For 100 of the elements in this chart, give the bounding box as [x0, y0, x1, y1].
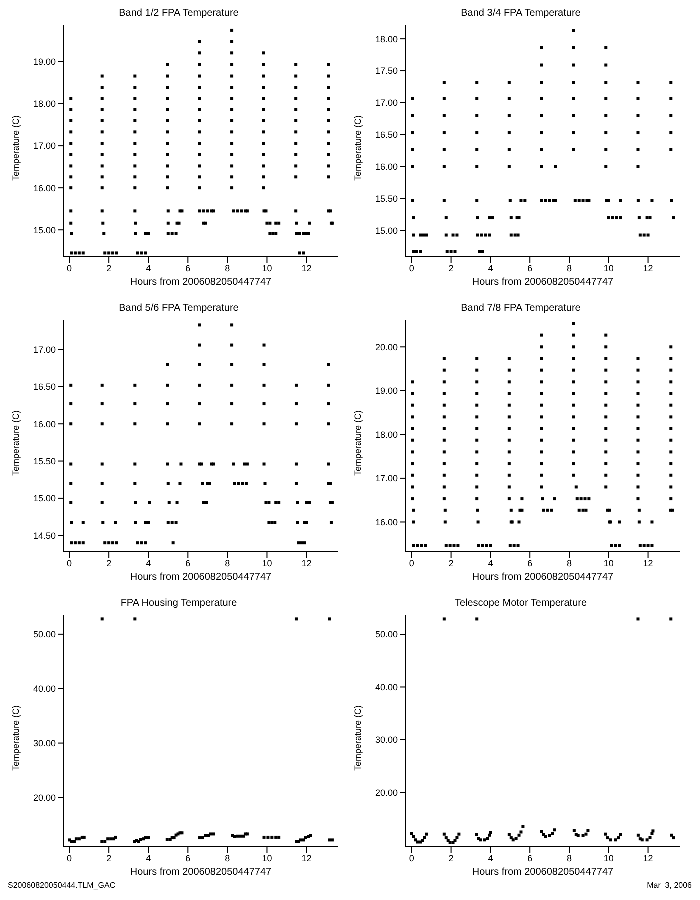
chart-title: Band 1/2 FPA Temperature [118, 8, 240, 21]
point [239, 834, 242, 838]
y-tick-label: 20.00 [375, 342, 398, 352]
y-tick-label: 18.00 [33, 99, 56, 110]
x-tick-label: 12 [643, 263, 654, 274]
y-tick-label: 14.50 [33, 530, 56, 541]
point [74, 838, 78, 841]
x-tick-label: 2 [448, 558, 454, 568]
x-tick-label: 6 [528, 263, 533, 274]
y-tick-label: 17.00 [375, 474, 398, 484]
x-tick-label: 4 [488, 263, 494, 274]
x-tick-label: 12 [302, 853, 312, 864]
point [72, 840, 76, 844]
point [106, 838, 110, 841]
y-axis-title: Temperature (C) [353, 115, 364, 181]
x-tick-label: 10 [262, 263, 272, 274]
chart-title: Band 3/4 FPA Temperature [460, 8, 582, 21]
x-axis-title: Hours from 2006082050447747 [472, 867, 614, 878]
y-tick-label: 30.00 [33, 738, 56, 748]
y-tick-label: 15.00 [375, 226, 398, 236]
y-tick-label: 15.00 [33, 225, 56, 236]
point [204, 834, 208, 838]
point [110, 838, 113, 841]
x-tick-label: 6 [186, 853, 191, 864]
y-tick-label: 16.00 [375, 517, 398, 528]
x-axis-title: Hours from 2006082050447747 [130, 277, 272, 288]
y-tick-label: 19.00 [33, 57, 56, 68]
x-tick-label: 4 [488, 853, 494, 864]
chart-title: Band 5/6 FPA Temperature [118, 303, 240, 316]
x-tick-label: 10 [604, 853, 614, 864]
y-axis-title: Temperature (C) [11, 410, 22, 476]
y-tick-label: 16.00 [375, 162, 398, 172]
x-tick-label: 10 [604, 263, 614, 274]
point [294, 618, 298, 621]
y-tick-label: 15.50 [33, 456, 56, 466]
point [274, 836, 278, 839]
y-tick-label: 16.00 [33, 183, 56, 194]
y-axis-title: Temperature (C) [11, 115, 22, 181]
x-tick-label: 2 [106, 558, 112, 568]
point [328, 618, 331, 621]
x-tick-label: 12 [302, 263, 312, 274]
x-tick-label: 8 [225, 263, 230, 274]
point [330, 838, 334, 842]
y-tick-label: 19.00 [375, 386, 398, 396]
point [100, 840, 104, 844]
x-tick-label: 6 [528, 558, 533, 568]
x-tick-label: 6 [528, 853, 533, 864]
point [134, 618, 137, 621]
point [262, 836, 266, 839]
point [212, 832, 216, 836]
x-tick-label: 0 [67, 558, 72, 568]
chart-title: FPA Housing Temperature [120, 598, 238, 611]
y-tick-label: 16.00 [33, 419, 56, 430]
x-tick-label: 2 [106, 263, 112, 274]
x-tick-label: 12 [643, 853, 654, 864]
x-tick-label: 12 [643, 558, 654, 568]
chart-title: Band 7/8 FPA Temperature [460, 303, 582, 316]
y-tick-label: 30.00 [375, 735, 398, 746]
y-tick-label: 17.00 [33, 344, 56, 355]
point [236, 834, 240, 838]
y-tick-label: 17.00 [375, 98, 398, 108]
x-tick-label: 2 [448, 853, 454, 864]
x-tick-label: 0 [409, 263, 414, 274]
y-tick-label: 15.00 [33, 494, 56, 504]
x-tick-label: 2 [448, 263, 454, 274]
x-axis-title: Hours from 2006082050447747 [472, 277, 614, 288]
y-tick-label: 16.50 [33, 382, 56, 392]
y-tick-label: 40.00 [375, 682, 398, 692]
point [100, 618, 104, 621]
point [201, 836, 204, 840]
x-axis-title: Hours from 2006082050447747 [472, 572, 614, 583]
x-tick-label: 10 [262, 558, 272, 568]
x-tick-label: 10 [262, 853, 272, 864]
point [328, 838, 331, 842]
x-axis-title: Hours from 2006082050447747 [130, 867, 272, 878]
y-tick-label: 50.00 [375, 630, 398, 640]
y-tick-label: 17.00 [33, 141, 56, 152]
y-tick-label: 16.50 [375, 130, 398, 140]
point [270, 836, 274, 839]
x-tick-label: 8 [566, 263, 572, 274]
chart-title: Telescope Motor Temperature [454, 598, 588, 611]
x-tick-label: 2 [106, 853, 112, 864]
y-tick-label: 20.00 [375, 788, 398, 798]
x-tick-label: 0 [409, 853, 414, 864]
x-tick-label: 4 [146, 263, 152, 274]
y-tick-label: 18.00 [375, 34, 398, 44]
y-axis-title: Temperature (C) [11, 705, 22, 771]
x-tick-label: 0 [67, 853, 72, 864]
x-tick-label: 4 [488, 558, 494, 568]
x-tick-label: 4 [146, 853, 152, 864]
y-tick-label: 15.50 [375, 194, 398, 204]
x-tick-label: 8 [566, 853, 572, 864]
x-tick-label: 8 [225, 853, 230, 864]
y-axis-title: Temperature (C) [353, 410, 364, 476]
point [104, 840, 107, 844]
y-tick-label: 17.50 [375, 66, 398, 76]
y-tick-label: 18.00 [375, 430, 398, 440]
x-axis-title: Hours from 2006082050447747 [130, 572, 272, 583]
x-tick-label: 0 [409, 558, 414, 568]
point [147, 836, 150, 840]
